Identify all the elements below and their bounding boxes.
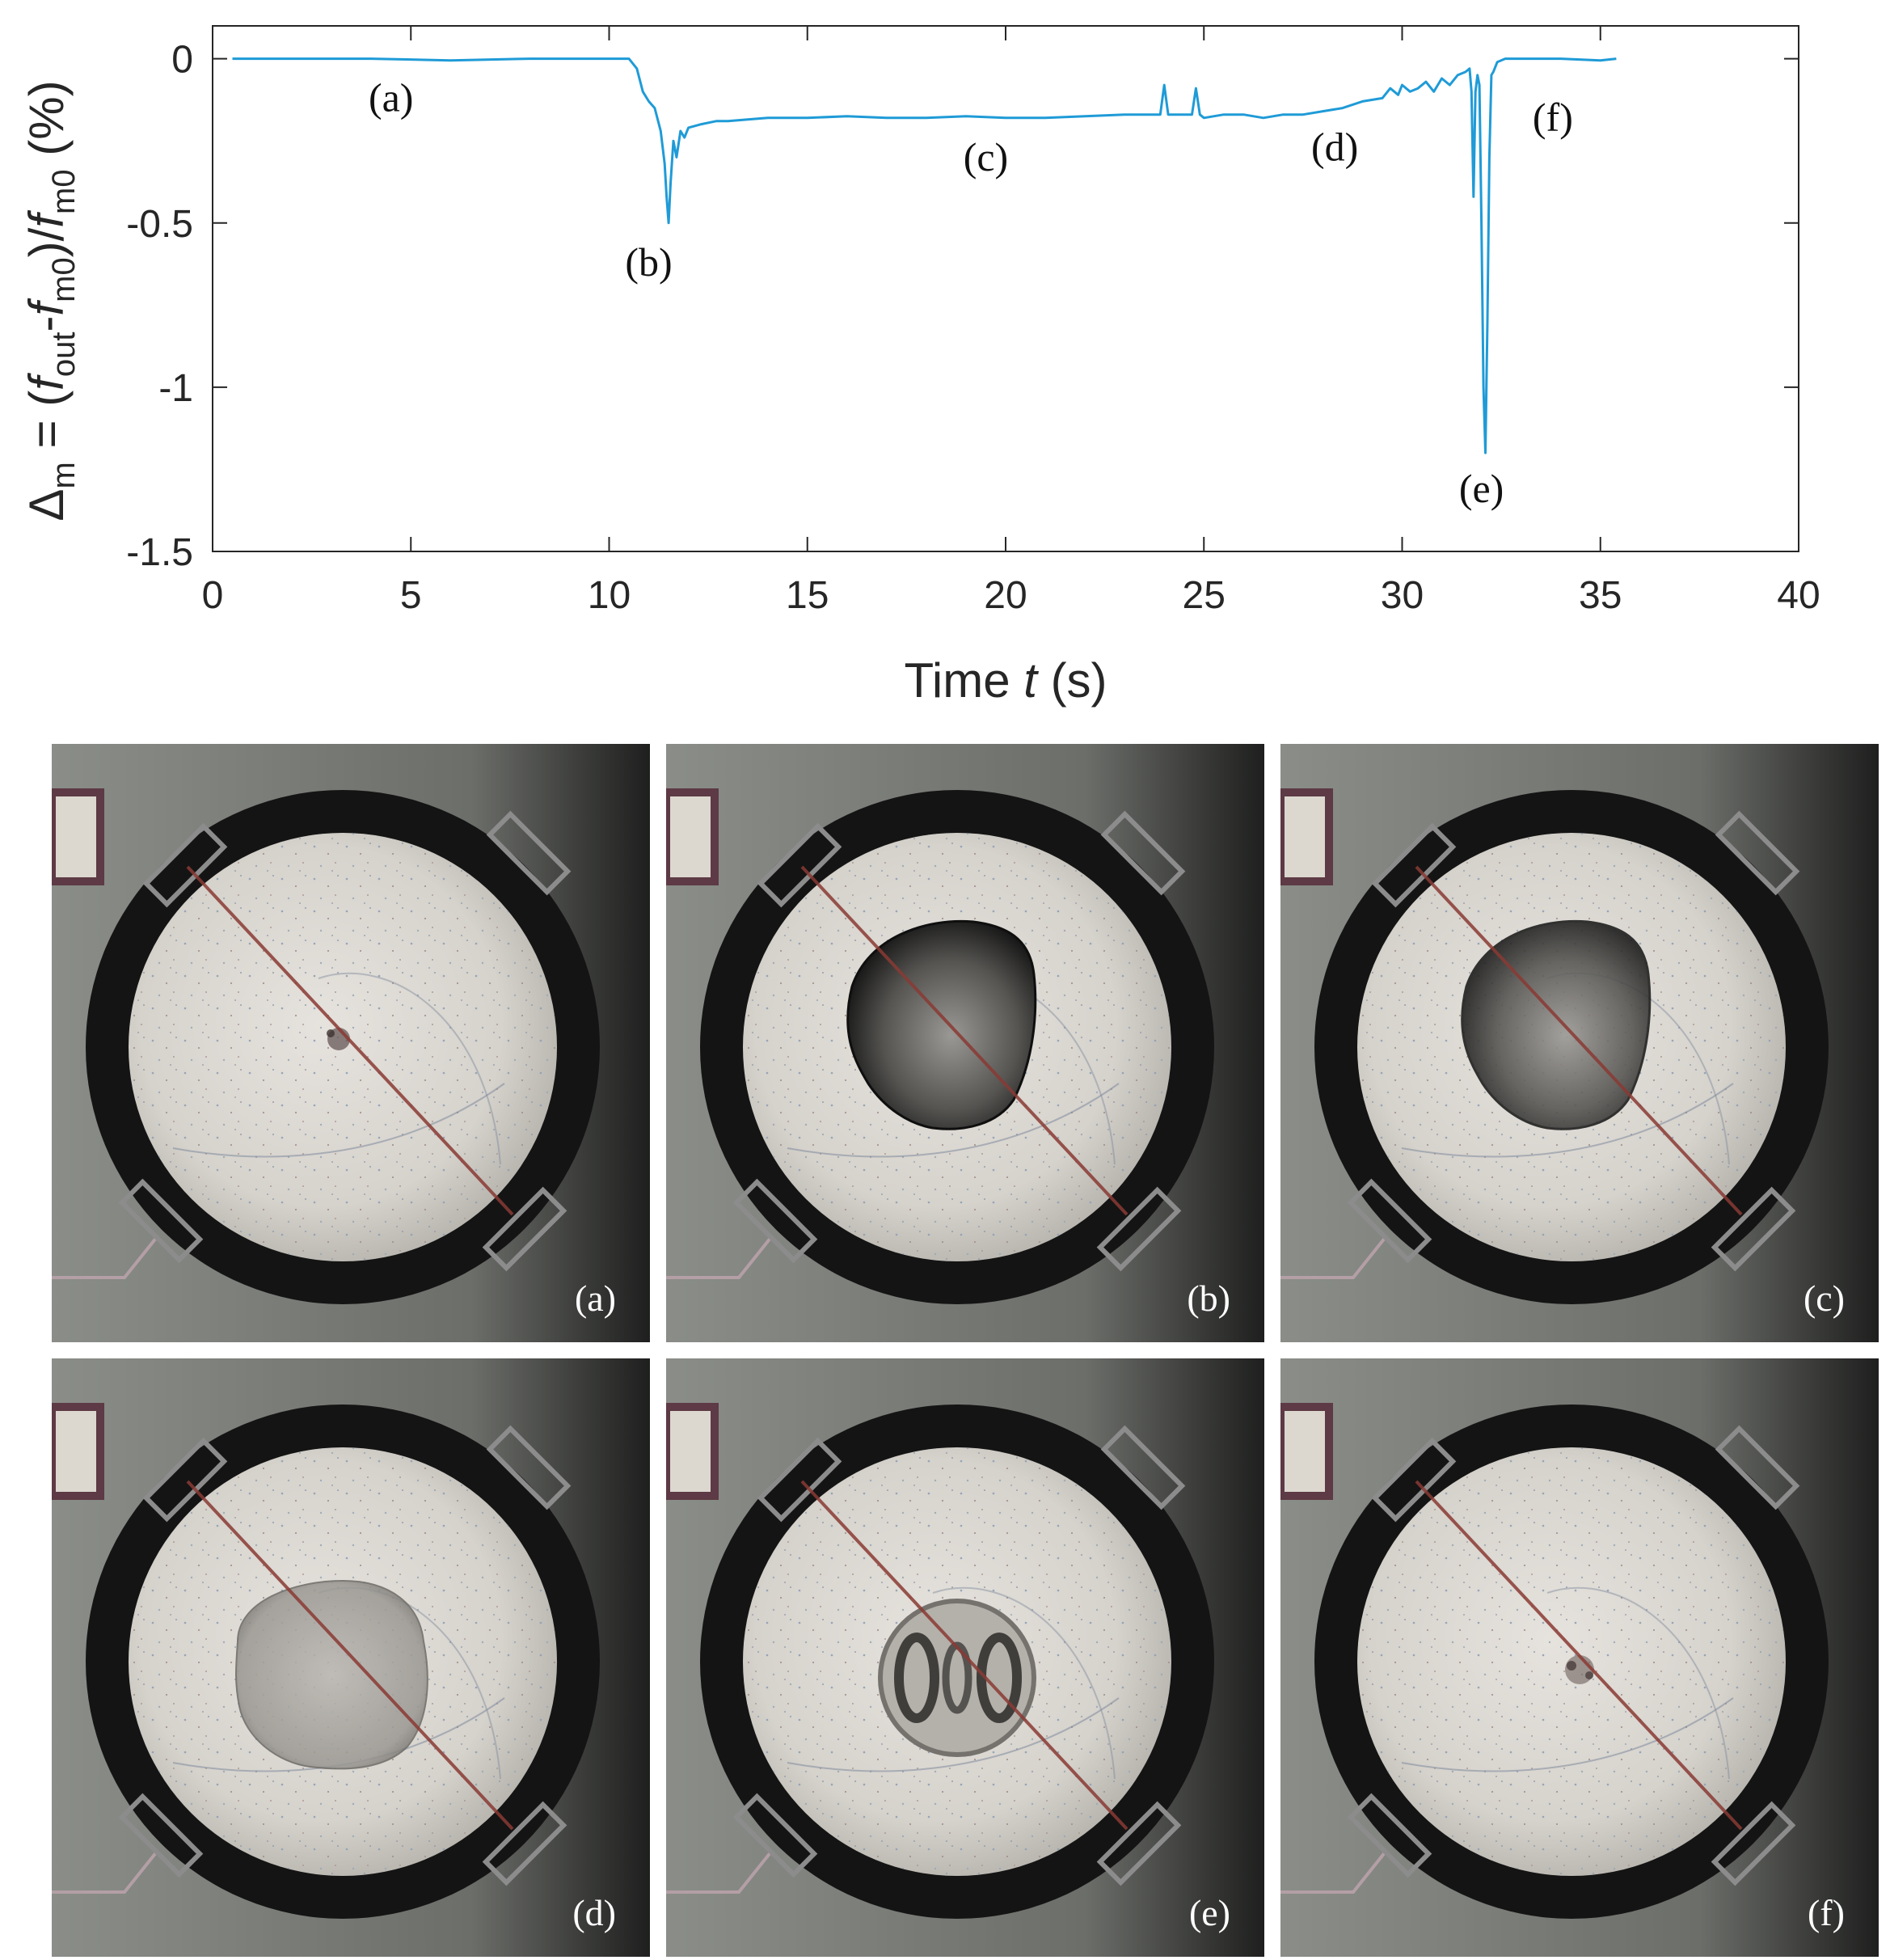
droplet-shape xyxy=(235,1579,428,1770)
photo-panel-d: (d) xyxy=(52,1358,650,1957)
wire-trace xyxy=(52,1236,158,1279)
microscope-image xyxy=(52,744,650,1342)
microscope-image xyxy=(666,1358,1264,1957)
electrode-tab-br xyxy=(1096,1801,1182,1886)
corner-pad xyxy=(1280,788,1333,885)
diagonal-wire xyxy=(186,1480,514,1831)
faint-trace-arc xyxy=(1401,1083,1734,1158)
wire-trace xyxy=(666,1850,773,1894)
y-tick-label: -1.5 xyxy=(126,531,193,574)
faint-trace-arc xyxy=(1401,1697,1734,1772)
panel-label: (f) xyxy=(1808,1892,1845,1933)
axis-ticks: 0 5 10 15 20 25 30 35 40 0 -0.5 -1 -1.5 xyxy=(126,26,1820,617)
wire-trace xyxy=(1280,1236,1387,1279)
electrode-tab-bl xyxy=(732,1178,818,1264)
photo-panel-c: (c) xyxy=(1280,744,1879,1342)
electrode-tab-br xyxy=(1711,1186,1796,1272)
panel-label: (b) xyxy=(1187,1278,1230,1319)
x-tick-label: 25 xyxy=(1183,574,1226,617)
oscillating-droplet xyxy=(878,1599,1036,1757)
microscope-image xyxy=(666,744,1264,1342)
electrode-tab-bl xyxy=(118,1178,204,1264)
electrode-tab-bl xyxy=(1347,1793,1432,1878)
electrode-tab-tr xyxy=(1715,810,1800,896)
plot-area xyxy=(212,25,1799,552)
diagonal-wire xyxy=(800,865,1129,1216)
diagonal-wire xyxy=(800,1480,1129,1831)
annotation-label: (d) xyxy=(1311,125,1358,170)
panel-label: (c) xyxy=(1803,1278,1845,1319)
microscope-image xyxy=(52,1358,650,1957)
corner-pad xyxy=(666,1403,719,1500)
droplet-shape xyxy=(1461,919,1652,1130)
diagonal-wire xyxy=(1415,865,1743,1216)
faint-trace-arc xyxy=(787,1697,1120,1772)
x-tick-label: 10 xyxy=(588,574,631,617)
panel-label: (e) xyxy=(1188,1892,1230,1933)
annotation-label: (b) xyxy=(625,239,672,285)
x-tick-label: 5 xyxy=(400,574,422,617)
y-tick-label: -1 xyxy=(158,367,193,410)
electrode-tab-br xyxy=(1711,1801,1796,1886)
panel-label: (d) xyxy=(572,1892,616,1933)
x-tick-label: 40 xyxy=(1777,574,1820,617)
photo-panel-b: (b) xyxy=(666,744,1264,1342)
x-tick-label: 35 xyxy=(1579,574,1622,617)
corner-pad xyxy=(1280,1403,1333,1500)
diagonal-wire xyxy=(186,865,514,1216)
electrode-tab-tr xyxy=(1100,1425,1186,1510)
droplet-shape xyxy=(846,919,1037,1130)
point-annotations: (a) (b) (c) (d) (e) (f) xyxy=(369,75,1573,511)
microscope-image xyxy=(1280,744,1879,1342)
photo-panel-f: (f) xyxy=(1280,1358,1879,1957)
x-axis-title: Time t (s) xyxy=(904,653,1107,708)
x-tick-label: 15 xyxy=(786,574,829,617)
data-line-series xyxy=(232,57,1617,454)
electrode-tab-tr xyxy=(1100,810,1186,896)
y-tick-label: -0.5 xyxy=(126,203,193,246)
electrode-tab-br xyxy=(482,1801,567,1886)
annotation-label: (f) xyxy=(1533,95,1573,140)
microscope-image xyxy=(1280,1358,1879,1957)
corner-pad xyxy=(52,788,104,885)
photo-panel-e: (e) xyxy=(666,1358,1264,1957)
x-tick-label: 30 xyxy=(1381,574,1424,617)
faint-trace-arc xyxy=(787,1083,1120,1158)
electrode-tab-tr xyxy=(1715,1425,1800,1510)
wire-trace xyxy=(52,1850,158,1894)
corner-pad xyxy=(666,788,719,885)
electrode-tab-br xyxy=(482,1186,567,1272)
faint-trace-arc-2 xyxy=(318,972,501,1165)
wire-trace xyxy=(1280,1850,1387,1894)
electrode-tab-bl xyxy=(1347,1178,1432,1264)
x-tick-label: 0 xyxy=(202,574,224,617)
electrode-tab-bl xyxy=(732,1793,818,1878)
residue-spot xyxy=(1565,1655,1594,1684)
y-tick-label: 0 xyxy=(171,39,193,82)
corner-pad xyxy=(52,1403,104,1500)
electrode-tab-tr xyxy=(486,1425,572,1510)
annotation-label: (a) xyxy=(369,75,414,120)
panel-label: (a) xyxy=(574,1278,616,1319)
time-series-chart: 0 5 10 15 20 25 30 35 40 0 -0.5 -1 -1.5 (a) (b) (c) (d)… xyxy=(19,25,1820,708)
faint-trace-arc-2 xyxy=(1546,1586,1730,1780)
electrode-tab-br xyxy=(1096,1186,1182,1272)
photo-panel-a: (a) xyxy=(52,744,650,1342)
annotation-label: (c) xyxy=(964,134,1009,180)
electrode-tab-tr xyxy=(486,810,572,896)
electrode-tab-bl xyxy=(118,1793,204,1878)
wire-trace xyxy=(666,1236,773,1279)
faint-trace-arc xyxy=(172,1083,505,1158)
y-axis-title: Δm = (fout-fm0)/fm0 (%) xyxy=(19,80,82,521)
diagonal-wire xyxy=(1415,1480,1743,1831)
annotation-label: (e) xyxy=(1459,466,1504,511)
x-tick-label: 20 xyxy=(984,574,1027,617)
faint-trace-arc-2 xyxy=(932,1586,1116,1780)
